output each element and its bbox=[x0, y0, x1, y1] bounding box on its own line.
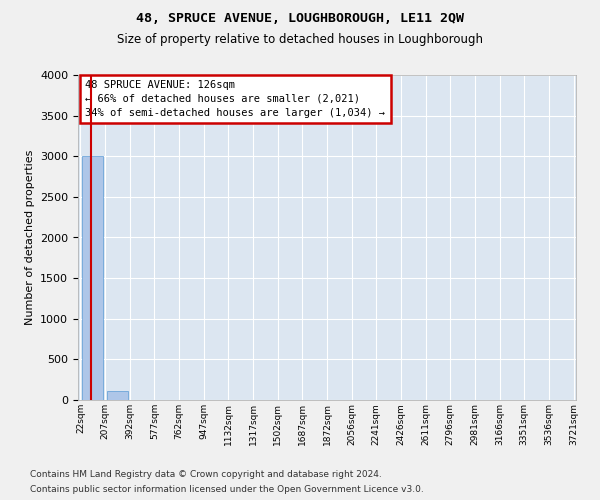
Text: Contains HM Land Registry data © Crown copyright and database right 2024.: Contains HM Land Registry data © Crown c… bbox=[30, 470, 382, 479]
Text: Size of property relative to detached houses in Loughborough: Size of property relative to detached ho… bbox=[117, 32, 483, 46]
Bar bbox=[82, 156, 103, 400]
Bar bbox=[107, 391, 128, 400]
Text: Contains public sector information licensed under the Open Government Licence v3: Contains public sector information licen… bbox=[30, 485, 424, 494]
Y-axis label: Number of detached properties: Number of detached properties bbox=[25, 150, 35, 325]
Text: 48 SPRUCE AVENUE: 126sqm
← 66% of detached houses are smaller (2,021)
34% of sem: 48 SPRUCE AVENUE: 126sqm ← 66% of detach… bbox=[85, 80, 385, 118]
Text: 48, SPRUCE AVENUE, LOUGHBOROUGH, LE11 2QW: 48, SPRUCE AVENUE, LOUGHBOROUGH, LE11 2Q… bbox=[136, 12, 464, 26]
